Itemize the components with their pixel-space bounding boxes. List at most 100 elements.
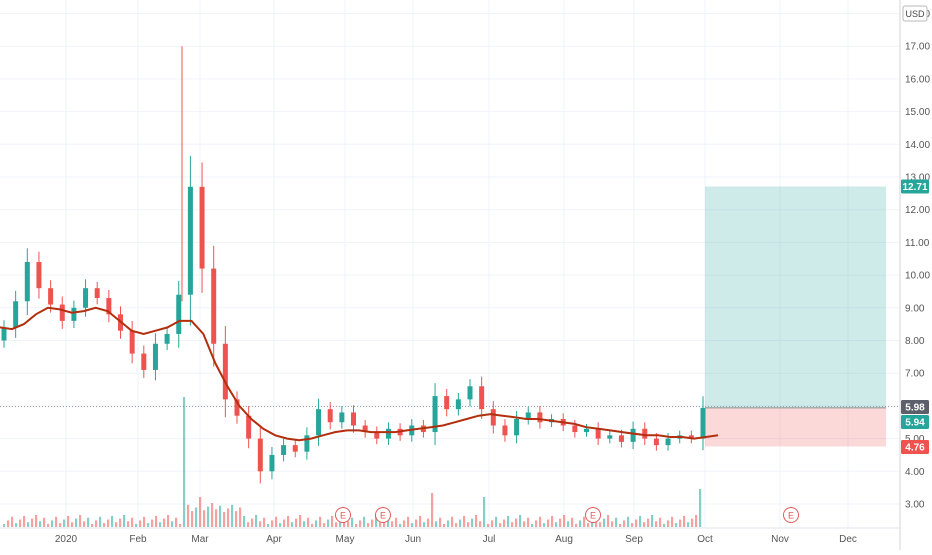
volume-bar [379,522,382,527]
volume-bar [263,517,266,527]
earnings-marker-label: E [340,511,346,521]
earnings-marker[interactable]: E [585,507,601,523]
volume-bar [59,523,62,527]
y-tick-label: 16.00 [905,74,930,85]
volume-bar [635,519,638,527]
candle-body [199,186,205,269]
volume-bar [175,517,178,527]
volume-bar [19,519,22,527]
volume-bar [667,520,670,527]
volume-bar [123,515,126,527]
x-tick-label: Sep [625,534,643,545]
volume-bar [467,522,470,527]
price-tag-label: 12.71 [902,182,927,193]
candle-body [351,412,356,426]
volume-bar [695,515,698,527]
currency-label: USD [905,9,925,19]
volume-bar [611,521,614,527]
volume-bar [395,517,398,527]
loss-zone[interactable] [705,407,886,447]
y-tick-label: 3.00 [905,500,925,511]
x-tick-label: Feb [129,534,147,545]
volume-bar [475,515,478,527]
volume-bar [427,518,430,527]
volume-bar [39,521,42,527]
volume-bar [503,519,506,527]
x-tick-label: Mar [191,534,209,545]
volume-bar [247,522,250,527]
moving-average-line [0,306,719,442]
candle-body [164,333,170,344]
volume-bar [219,505,222,527]
volume-bar [499,523,502,527]
volume-bar [111,515,114,527]
y-tick-label: 5.00 [905,434,925,445]
volume-bar [243,515,246,527]
candle-body [13,301,19,328]
y-tick-label: 17.00 [905,42,930,53]
candle-body [584,428,589,433]
volume-bar [319,516,322,527]
volume-bar [163,518,166,527]
volume-bar [275,516,278,527]
volume-bar [283,519,286,527]
long-position-tool[interactable] [0,186,900,447]
volume-bar [623,520,626,527]
volume-bar [607,515,610,527]
candle-body [24,262,30,302]
price-tag-box [901,440,929,454]
price-axis[interactable]: 3.004.005.006.007.008.009.0010.0011.0012… [905,9,930,511]
volume-bar [627,516,630,527]
volume-bar [411,523,414,527]
volume-bar [239,507,242,527]
volume-bar [11,516,14,527]
volume-bar [407,516,410,527]
volume-bar [51,520,54,527]
earnings-marker[interactable]: E [335,507,351,523]
volume-bar [83,521,86,527]
volume-bar [663,524,666,527]
candle-body [257,438,263,472]
price-tag-box [901,400,929,414]
volume-bar [75,518,78,527]
earnings-marker[interactable]: E [375,507,391,523]
candle-body [618,435,624,442]
volume-bar [671,516,674,527]
currency-badge[interactable]: USD [902,5,928,22]
profit-zone[interactable] [705,186,886,408]
volume-bar [479,521,482,527]
volume-bar [583,516,586,527]
candle-body [246,415,252,439]
volume-bar [535,520,538,527]
volume-bar [555,522,558,527]
candle-body [502,425,508,436]
candle-body [281,445,287,455]
volume-bar [143,516,146,527]
candle-body [653,438,659,446]
candle-body [432,396,438,433]
candle-body [316,409,322,436]
earnings-marker-label: E [380,511,386,521]
volume-bar [339,518,342,527]
time-axis[interactable]: 2020 Feb Mar Apr May Jun Jul Aug Sep Oct Nov Dec [0,527,900,545]
candle-body [152,343,158,370]
candle-body [187,186,193,295]
volume-bar [91,524,94,527]
price-tags: 12.71 5.98 5.94 4.76 [901,179,929,454]
volume-bar [355,524,358,527]
volume-bar [399,524,402,527]
y-tick-label: 10.00 [905,271,930,282]
volume-bar [363,516,366,527]
candle-body [374,432,380,439]
candle-body [269,454,275,472]
volume-bar [135,524,138,527]
volume-bar [43,517,46,527]
volume-bar [699,489,702,527]
volume-bar [463,515,466,527]
volume-bar [691,518,694,527]
earnings-marker[interactable]: E [783,507,799,523]
x-tick-label: Jul [483,534,496,545]
